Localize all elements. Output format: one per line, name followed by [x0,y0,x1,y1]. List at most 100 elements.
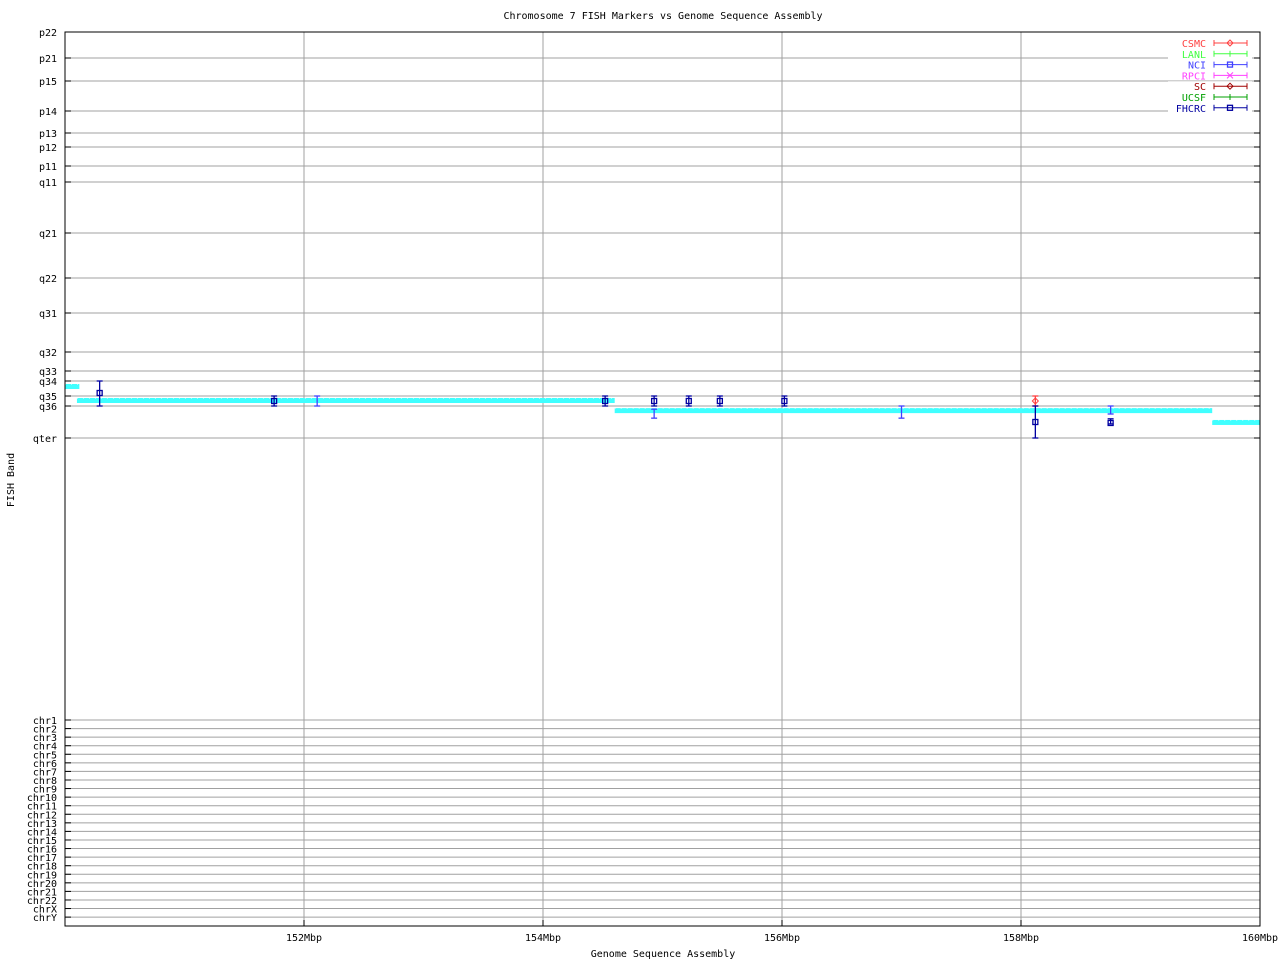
legend-label: SC [1194,82,1206,93]
y-band-label: p21 [39,54,57,65]
y-chromosome-label: chr5 [33,750,57,761]
data-point-fhcrc [716,395,724,407]
point-marker [270,397,278,405]
y-band-label: q35 [39,392,57,403]
y-chromosome-label: chr20 [27,879,57,890]
y-chromosome-label: chr10 [27,793,57,804]
y-band-label: q31 [39,309,57,320]
assembly-segment [65,384,80,389]
x-tick-label: 154Mbp [525,933,561,944]
y-chromosome-label: chr21 [27,887,57,898]
legend-label: UCSF [1182,93,1206,104]
y-axis-label: FISH Band [6,453,17,507]
y-band-label: p11 [39,162,57,173]
y-chromosome-label: chr15 [27,836,57,847]
assembly-segments [65,383,1260,425]
point-marker [96,389,103,397]
data-point-nci [651,408,658,419]
y-chromosome-label: chr4 [33,742,57,753]
y-chromosome-label: chr9 [33,785,57,796]
assembly-segment [1212,419,1260,425]
y-band-label: p12 [39,143,57,154]
legend-marker [1226,72,1234,79]
legend-bg [1168,38,1252,48]
y-band-label: p13 [39,129,57,140]
legend-marker [1226,61,1234,68]
assembly-segment [614,408,1213,414]
data-point-fhcrc [685,395,692,407]
legend-bg [1168,59,1252,70]
legend-label: CSMC [1182,39,1206,50]
point-marker [716,397,724,405]
y-band-label: qter [33,434,57,445]
y-chromosome-label: chr8 [33,776,57,787]
data-point-fhcrc [650,395,658,407]
y-chromosome-label: chr14 [27,827,57,838]
point-marker [685,397,692,405]
y-chromosome-label: chr19 [27,870,57,881]
y-chromosome-label: chrX [33,905,57,916]
legend-label: FHCRC [1176,104,1206,115]
y-chromosome-label: chr6 [33,759,57,770]
data-point-nci [314,395,321,407]
data-point-nci [898,405,905,419]
y-band-label: q34 [39,377,57,388]
y-chromosome-label: chr17 [27,853,57,864]
y-chromosome-label: chr16 [27,845,57,856]
legend-marker [1226,39,1234,47]
y-chromosome-label: chr18 [27,862,57,873]
y-band-label: q33 [39,367,57,378]
y-chromosome-label: chr12 [27,810,57,821]
legend-label: LANL [1182,50,1206,61]
point-marker [1032,418,1039,426]
data-point-fhcrc [96,380,103,407]
x-tick-label: 158Mbp [1003,933,1039,944]
y-chromosome-label: chr11 [27,802,57,813]
y-chromosome-label: chr2 [33,725,57,736]
data-point-fhcrc [1032,405,1039,439]
data-point-csmc [1031,395,1040,407]
legend-bg [1168,102,1252,113]
y-chromosome-label: chr1 [33,716,57,727]
y-band-label: p14 [39,107,57,118]
plot-frame [64,31,1261,927]
data-point-fhcrc [781,395,788,407]
assembly-segment [76,398,615,403]
y-chromosome-label: chr7 [33,767,57,778]
data-point-fhcrc [270,395,278,407]
y-chromosome-label: chr3 [33,733,57,744]
legend-bg [1168,92,1252,102]
data-point-fhcrc [1107,418,1114,427]
point-marker [781,397,788,405]
point-marker [650,397,658,405]
y-chromosome-label: chrY [33,913,57,924]
legend-label: NCI [1188,61,1206,72]
y-band-label: q21 [39,229,57,240]
point-marker [1107,419,1114,427]
y-band-label: p15 [39,77,57,88]
x-tick-label: 156Mbp [764,933,800,944]
x-axis-label: Genome Sequence Assembly [591,949,736,960]
legend-bg [1168,81,1252,92]
x-tick-label: 160Mbp [1242,933,1278,944]
legend-bg [1168,48,1252,59]
legend-marker [1226,82,1234,90]
y-chromosome-label: chr13 [27,819,57,830]
legend-marker [1226,104,1234,111]
y-band-label: p22 [39,28,57,39]
chart-title: Chromosome 7 FISH Markers vs Genome Sequ… [503,11,822,22]
y-chromosome-label: chr22 [27,896,57,907]
data-points [96,380,1114,439]
x-tick-label: 152Mbp [286,933,322,944]
y-band-label: q11 [39,178,57,189]
point-marker [601,397,609,405]
y-band-label: q36 [39,402,57,413]
legend-bg [1168,70,1252,81]
legend-label: RPCI [1182,71,1206,82]
grid-lines: 152Mbp 154Mbp 156Mbp 158Mbp 160Mbp p22 p21 p15 p… [27,28,1278,944]
data-point-nci [1107,405,1114,415]
y-band-label: q32 [39,348,57,359]
y-band-label: q22 [39,274,57,285]
